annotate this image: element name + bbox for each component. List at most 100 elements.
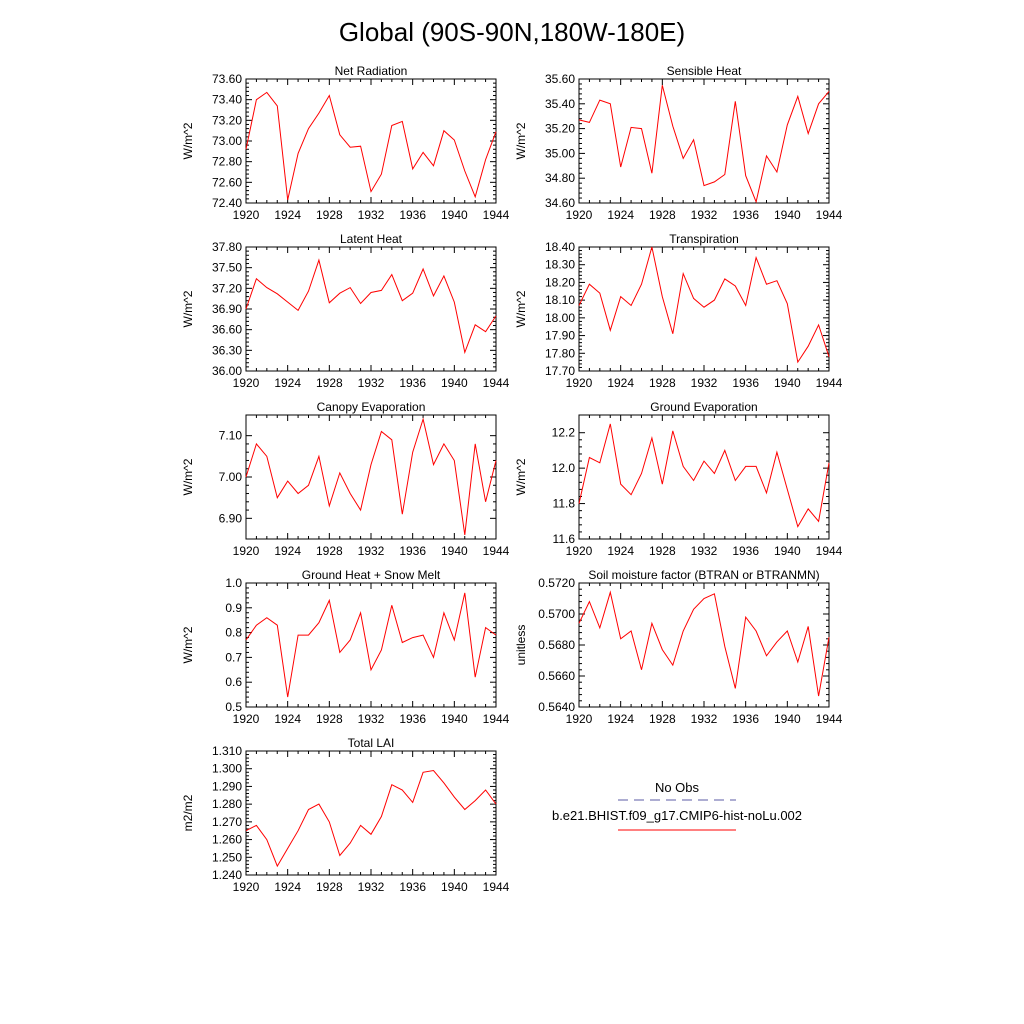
x-tick-label: 1920	[233, 880, 260, 894]
x-tick-label: 1936	[399, 376, 426, 390]
x-tick-label: 1940	[441, 376, 468, 390]
series-line	[245, 258, 497, 355]
y-tick-label: 11.6	[553, 532, 576, 546]
panel-title: Sensible Heat	[667, 64, 742, 78]
panel-ground-evaporation: Ground Evaporation W/m^2 1920 1924 1928 1932 1…	[514, 400, 843, 558]
y-tick-label: 17.70	[545, 364, 575, 378]
x-tick-label: 1928	[316, 880, 343, 894]
x-tick-label: 1932	[358, 712, 385, 726]
x-tick-label: 1940	[774, 712, 801, 726]
y-tick-label: 18.40	[545, 240, 575, 254]
y-axis-label: W/m^2	[514, 458, 528, 495]
y-tick-label: 1.250	[212, 850, 242, 864]
y-tick-label: 1.270	[212, 815, 242, 829]
y-tick-label: 0.8	[225, 626, 242, 640]
y-tick-label: 18.00	[545, 311, 575, 325]
y-tick-label: 72.80	[212, 155, 242, 169]
x-tick-label: 1944	[816, 376, 843, 390]
x-tick-label: 1920	[233, 208, 260, 222]
panel-title: Net Radiation	[335, 64, 408, 78]
x-tick-label: 1932	[691, 712, 718, 726]
x-tick-label: 1924	[607, 376, 634, 390]
x-tick-label: 1920	[566, 544, 593, 558]
y-axis-label: W/m^2	[181, 290, 195, 327]
y-tick-label: 35.60	[545, 72, 575, 86]
y-tick-label: 11.8	[553, 497, 576, 511]
x-tick-label: 1944	[483, 712, 510, 726]
y-tick-label: 17.90	[545, 329, 575, 343]
x-tick-label: 1932	[691, 544, 718, 558]
x-tick-label: 1936	[399, 712, 426, 726]
y-tick-label: 72.40	[212, 196, 242, 210]
x-tick-label: 1928	[649, 544, 676, 558]
y-tick-label: 1.0	[225, 576, 242, 590]
x-tick-label: 1924	[274, 208, 301, 222]
y-tick-label: 37.80	[212, 240, 242, 254]
y-tick-label: 1.310	[212, 744, 242, 758]
x-tick-label: 1936	[399, 208, 426, 222]
y-tick-label: 12.0	[552, 461, 576, 475]
x-tick-label: 1920	[233, 376, 260, 390]
x-tick-label: 1940	[441, 880, 468, 894]
panel-title: Ground Heat + Snow Melt	[302, 568, 441, 582]
panels: Net Radiation W/m^2 1920 1924 1928 1932 1936 19…	[181, 64, 843, 894]
y-tick-label: 12.2	[552, 426, 576, 440]
x-tick-label: 1940	[441, 544, 468, 558]
x-tick-label: 1920	[233, 712, 260, 726]
y-tick-label: 7.10	[219, 429, 243, 443]
x-tick-label: 1944	[816, 208, 843, 222]
x-tick-label: 1940	[774, 208, 801, 222]
x-tick-label: 1936	[399, 544, 426, 558]
x-tick-label: 1944	[483, 880, 510, 894]
panel-title: Ground Evaporation	[650, 400, 757, 414]
x-tick-label: 1924	[274, 544, 301, 558]
x-tick-label: 1920	[233, 544, 260, 558]
series-line	[578, 423, 830, 528]
x-tick-label: 1924	[274, 376, 301, 390]
y-tick-label: 36.00	[212, 364, 242, 378]
y-tick-label: 0.9	[225, 601, 242, 615]
x-tick-label: 1924	[274, 880, 301, 894]
series-line	[578, 246, 830, 364]
y-tick-label: 7.00	[219, 470, 243, 484]
y-tick-label: 36.30	[212, 343, 242, 357]
y-tick-label: 73.60	[212, 72, 242, 86]
series-line	[578, 85, 830, 204]
y-tick-label: 17.80	[545, 346, 575, 360]
x-tick-label: 1944	[483, 208, 510, 222]
x-tick-label: 1944	[483, 544, 510, 558]
panel-total-lai: Total LAI m2/m2 1920 1924 1928 1932 1936 1940 19…	[181, 736, 510, 894]
x-tick-label: 1928	[316, 208, 343, 222]
x-tick-label: 1928	[316, 376, 343, 390]
x-tick-label: 1928	[649, 712, 676, 726]
y-axis-label: m2/m2	[181, 794, 195, 831]
x-tick-label: 1932	[691, 376, 718, 390]
y-tick-label: 1.260	[212, 833, 242, 847]
x-tick-label: 1932	[358, 208, 385, 222]
panel-ground-heat-snow-melt: Ground Heat + Snow Melt W/m^2 1920 1924 1928…	[181, 568, 510, 726]
y-tick-label: 1.240	[212, 868, 242, 882]
x-tick-label: 1940	[774, 544, 801, 558]
x-tick-label: 1932	[358, 544, 385, 558]
x-tick-label: 1944	[816, 712, 843, 726]
x-tick-label: 1924	[607, 712, 634, 726]
panel-title: Total LAI	[348, 736, 395, 750]
y-tick-label: 34.80	[545, 171, 575, 185]
x-tick-label: 1936	[732, 208, 759, 222]
y-axis-label: W/m^2	[514, 290, 528, 327]
x-tick-label: 1924	[607, 544, 634, 558]
y-tick-label: 18.20	[545, 275, 575, 289]
y-tick-label: 0.5680	[538, 638, 575, 652]
x-tick-label: 1928	[316, 544, 343, 558]
series-line	[245, 769, 497, 868]
y-axis-label: W/m^2	[181, 458, 195, 495]
x-tick-label: 1932	[691, 208, 718, 222]
y-tick-label: 73.20	[212, 113, 242, 127]
series-line	[578, 590, 830, 697]
y-axis-label: unitless	[514, 625, 528, 666]
panel-title: Soil moisture factor (BTRAN or BTRANMN)	[588, 568, 819, 582]
panel-latent-heat: Latent Heat W/m^2 1920 1924 1928 1932 1936 1940…	[181, 232, 510, 390]
y-tick-label: 73.00	[212, 134, 242, 148]
x-tick-label: 1928	[649, 208, 676, 222]
y-tick-label: 35.20	[545, 122, 575, 136]
